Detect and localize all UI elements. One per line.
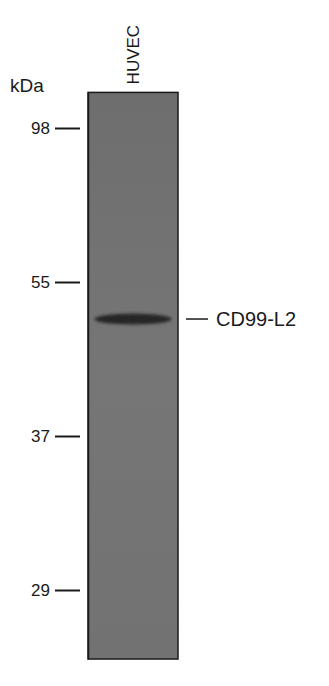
tick-label: 98: [31, 119, 50, 138]
axis-line: [88, 93, 90, 660]
tick: 29: [31, 581, 80, 600]
tick: 55: [31, 273, 80, 292]
tick: 37: [31, 427, 80, 446]
tick-mark: [55, 128, 80, 130]
band: [94, 314, 171, 325]
plot-area: [94, 314, 171, 325]
tick-label: 29: [31, 581, 50, 600]
y-axis-label: kDa: [10, 75, 44, 96]
tick-label: 37: [31, 427, 50, 446]
tick: 98: [31, 119, 80, 138]
blot-background: [88, 92, 178, 659]
y-axis: 98 55 37 29: [31, 93, 88, 660]
lane-label: HUVEC: [124, 25, 143, 85]
band-label: CD99-L2: [216, 308, 296, 330]
band-label-line: [186, 318, 208, 320]
tick-mark: [55, 282, 80, 284]
tick-label: 55: [31, 273, 50, 292]
chart: 98 55 37 29 kDa HUVEC CD99-L2: [0, 0, 329, 686]
tick-mark: [55, 590, 80, 592]
blot-frame: [88, 92, 178, 659]
tick-mark: [55, 436, 80, 438]
